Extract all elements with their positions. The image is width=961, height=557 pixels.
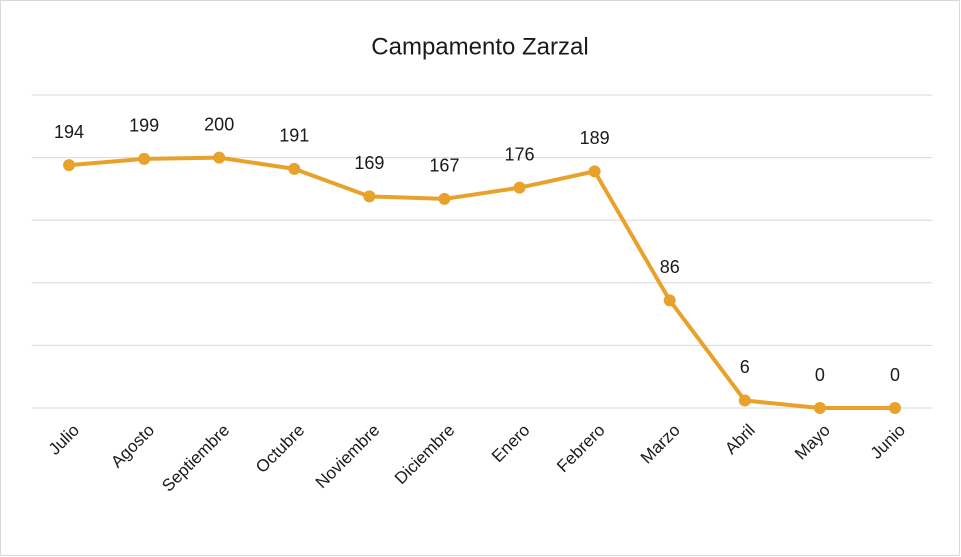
data-point — [888, 402, 901, 414]
data-point — [438, 192, 451, 205]
data-label: 189 — [580, 128, 610, 148]
data-label: 167 — [429, 156, 459, 176]
data-point — [588, 165, 601, 178]
data-point — [63, 159, 76, 172]
data-label: 6 — [740, 357, 750, 377]
data-label: 199 — [129, 116, 159, 136]
data-point — [138, 152, 151, 165]
data-point — [288, 162, 301, 175]
data-label: 0 — [815, 365, 825, 385]
data-label: 86 — [660, 257, 680, 277]
data-point — [813, 402, 826, 414]
data-point — [738, 394, 751, 407]
chart-title: Campamento Zarzal — [371, 33, 588, 60]
data-label: 191 — [279, 126, 309, 146]
data-label: 200 — [204, 114, 234, 134]
data-label: 176 — [505, 144, 535, 164]
data-line — [68, 155, 895, 410]
data-point — [663, 294, 676, 307]
data-point — [513, 181, 526, 194]
data-label: 0 — [890, 365, 900, 385]
data-label: 169 — [354, 153, 384, 173]
data-point — [213, 151, 226, 164]
data-label: 194 — [54, 122, 84, 142]
data-point — [363, 190, 376, 203]
